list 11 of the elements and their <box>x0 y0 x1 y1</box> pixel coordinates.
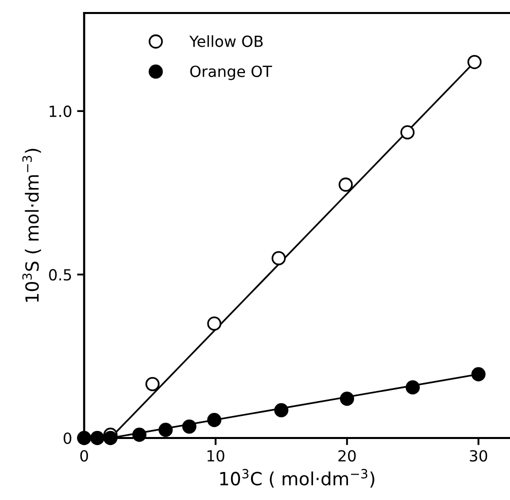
x-axis-title: 10$^{3}$C ( mol·dm$^{−3}$) <box>220 468 374 488</box>
y-tick-label: 0 <box>64 432 72 444</box>
x-tick-label: 0 <box>80 450 88 462</box>
legend-label: Orange OT <box>190 66 272 80</box>
x-tick-label: 20 <box>338 450 356 462</box>
x-tick-label: 10 <box>208 450 224 462</box>
x-tick-label: 30 <box>470 450 488 462</box>
y-axis-title: 10$^{3}$S ( mol·dm$^{−3}$) <box>22 148 41 302</box>
y-tick-label: 1.0 <box>50 106 72 118</box>
y-tick-label: 0.5 <box>49 269 72 281</box>
legend-label: Yellow OB <box>189 35 263 48</box>
